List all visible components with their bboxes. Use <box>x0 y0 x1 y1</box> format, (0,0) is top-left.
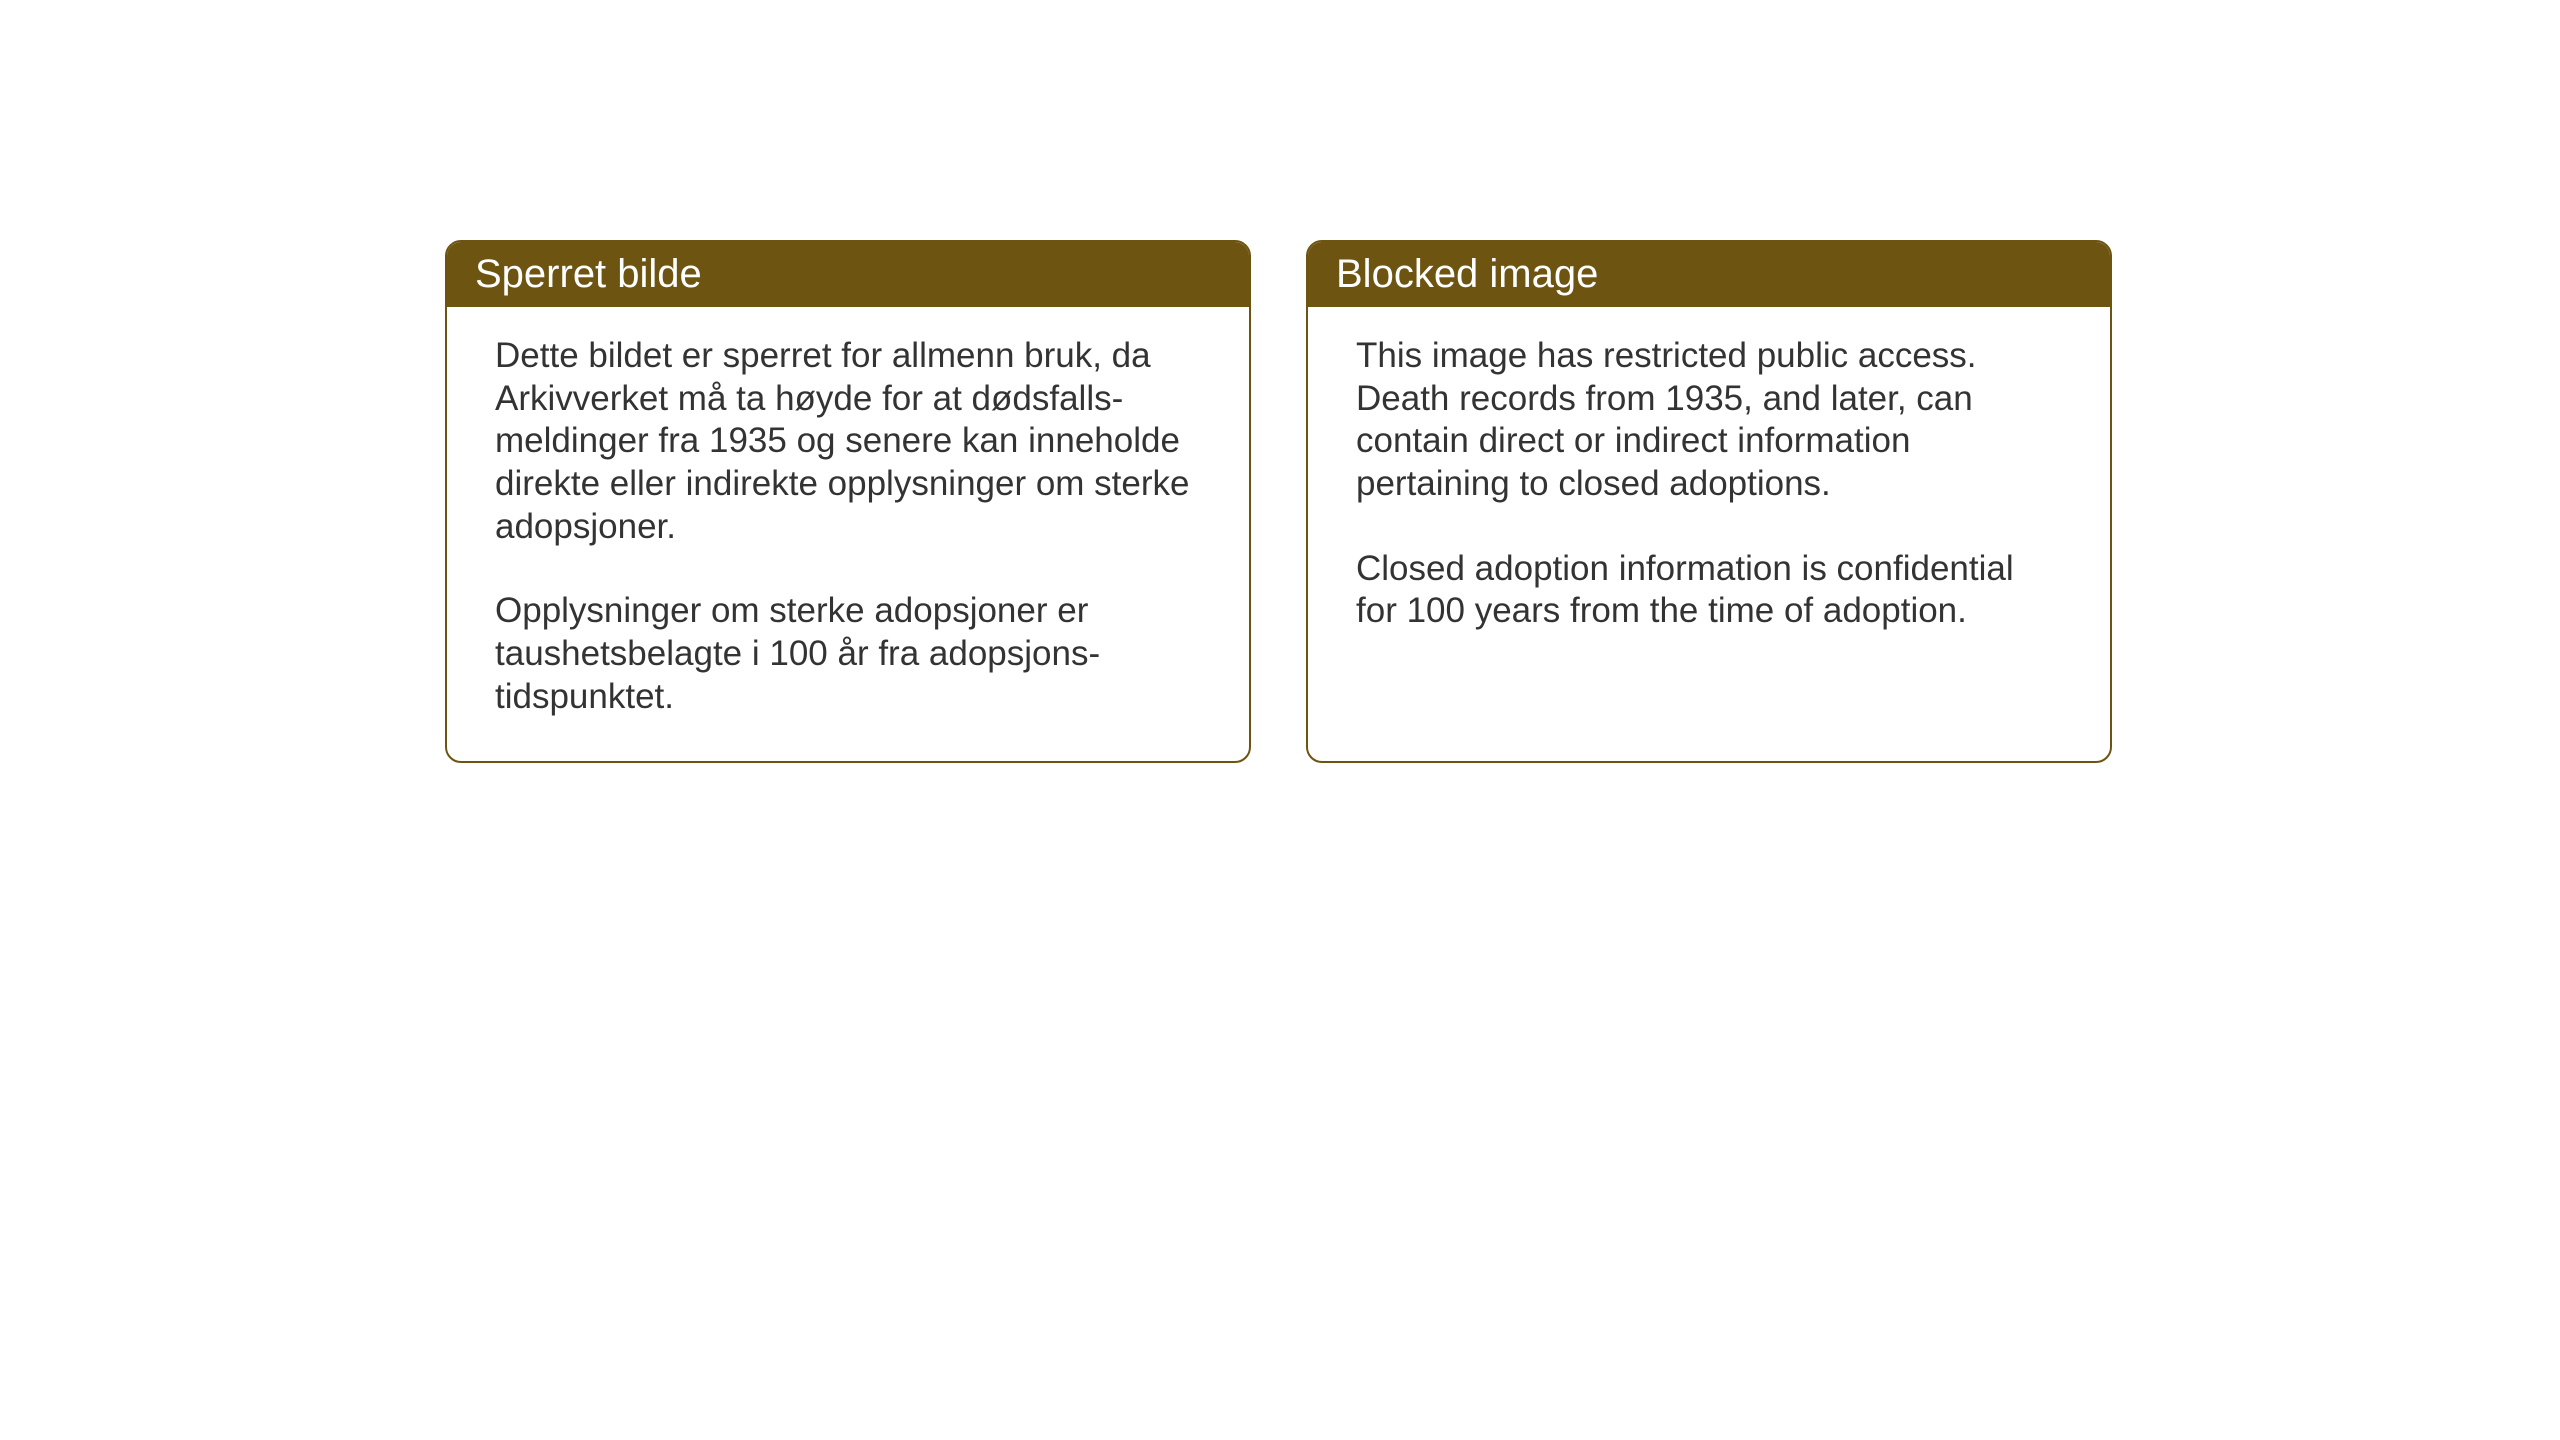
card-title-english: Blocked image <box>1336 252 1598 296</box>
card-paragraph-2-norwegian: Opplysninger om sterke adopsjoner er tau… <box>495 590 1201 718</box>
card-paragraph-1-english: This image has restricted public access.… <box>1356 335 2062 506</box>
card-header-norwegian: Sperret bilde <box>447 242 1249 307</box>
cards-container: Sperret bilde Dette bildet er sperret fo… <box>445 240 2112 763</box>
card-norwegian: Sperret bilde Dette bildet er sperret fo… <box>445 240 1251 763</box>
card-header-english: Blocked image <box>1308 242 2110 307</box>
card-title-norwegian: Sperret bilde <box>475 252 702 296</box>
card-paragraph-1-norwegian: Dette bildet er sperret for allmenn bruk… <box>495 335 1201 548</box>
card-english: Blocked image This image has restricted … <box>1306 240 2112 763</box>
card-body-norwegian: Dette bildet er sperret for allmenn bruk… <box>447 307 1249 761</box>
card-paragraph-2-english: Closed adoption information is confident… <box>1356 548 2062 633</box>
card-body-english: This image has restricted public access.… <box>1308 307 2110 675</box>
